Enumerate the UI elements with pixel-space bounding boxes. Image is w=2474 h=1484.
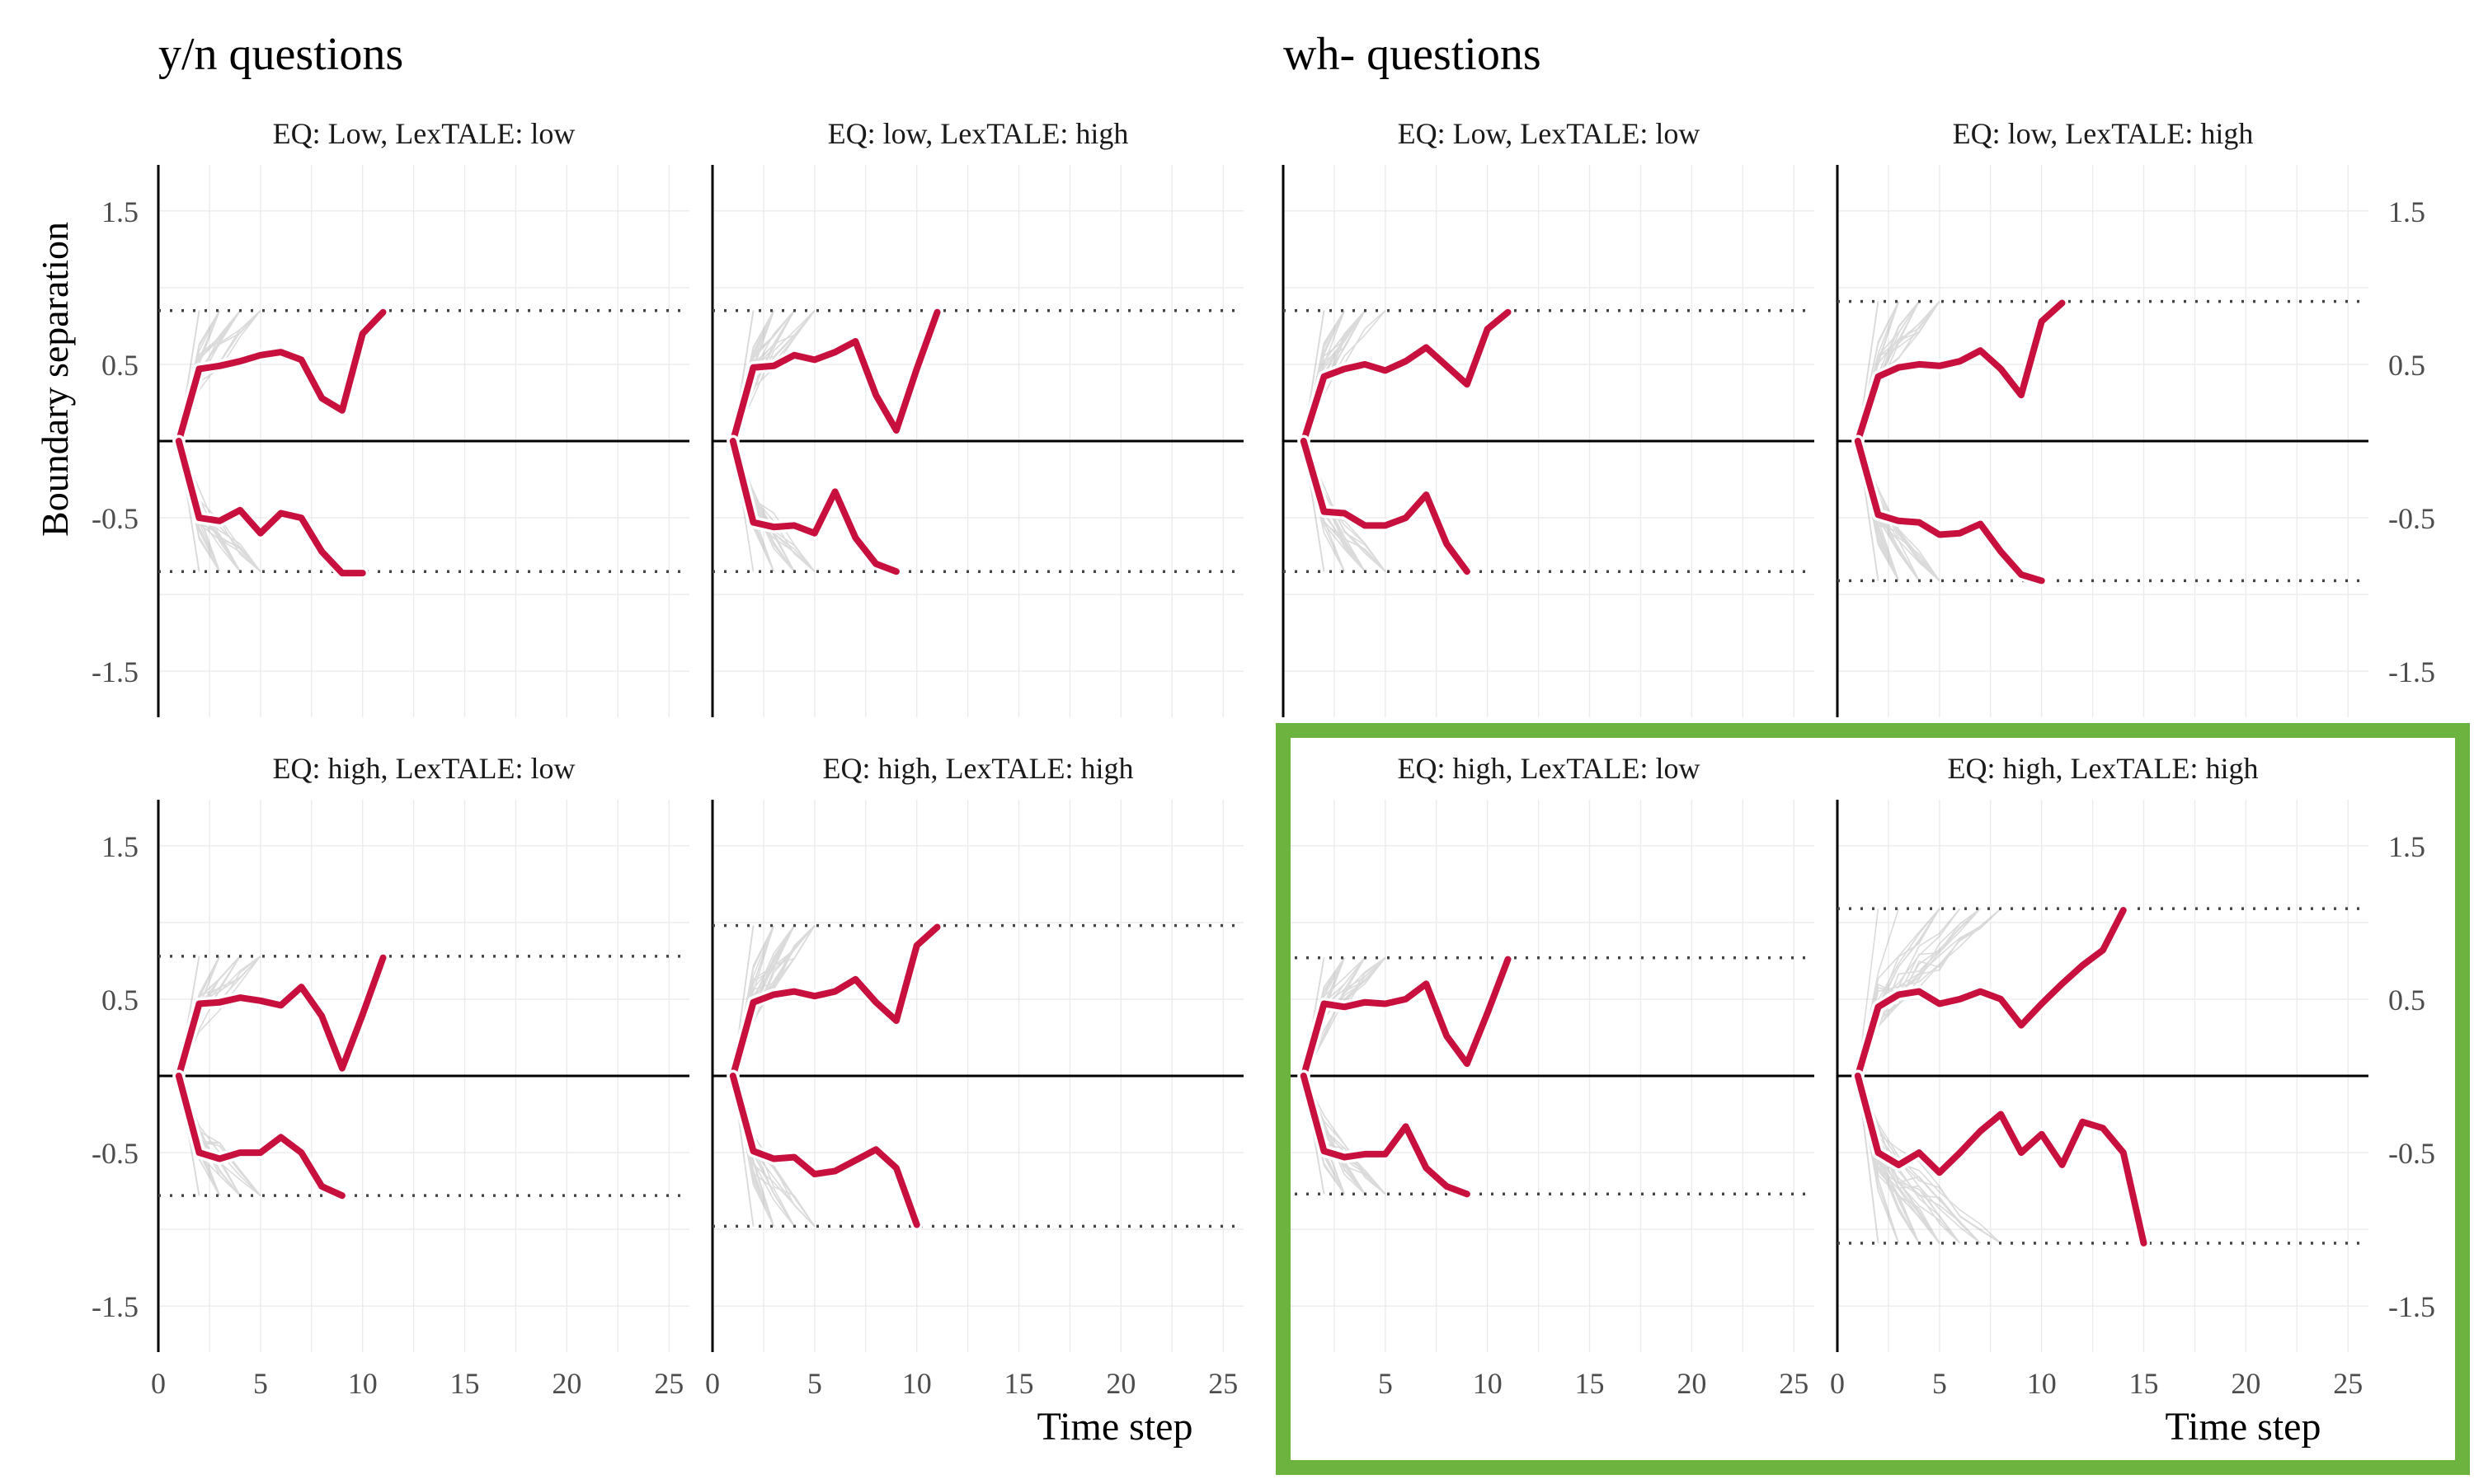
panel-8-x-tick-label: 15: [2129, 1367, 2159, 1400]
panel-2-upper-mean-path: [729, 308, 941, 444]
panel-7-x-tick-label: 20: [1677, 1367, 1706, 1400]
panel-2: EQ: low, LexTALE: high: [711, 117, 1244, 717]
panel-1-lower-mean-path: [175, 438, 366, 577]
panel-1-y-tick-label: 0.5: [101, 349, 139, 382]
y-axis-label: Boundary separation: [34, 222, 76, 537]
panel-8-trace: [1857, 1075, 2001, 1244]
panel-4-y-tick-label: 0.5: [2388, 349, 2425, 382]
highlight-box: [1276, 723, 2470, 1475]
panel-8-trace: [1857, 1075, 1981, 1244]
panel-7-lower-mean-path: [1300, 1073, 1470, 1198]
panel-8-trace: [1857, 1075, 2001, 1244]
panel-5-x-tick-label: 10: [348, 1367, 378, 1400]
panel-8-trace: [1857, 1075, 1981, 1244]
panel-8-lower-mean-path: [1854, 1073, 2147, 1247]
panel-5: EQ: high, LexTALE: low -1.5 -0.5 0.5 1.5 0 5 10…: [92, 752, 689, 1400]
panel-5-x-tick-label: 15: [450, 1367, 480, 1400]
panel-8-trace: [1857, 1075, 1981, 1244]
panel-7-upper-mean-path: [1300, 956, 1512, 1079]
panel-5-y-tick-label: 1.5: [101, 830, 139, 863]
x-axis-label-right: Time step: [2166, 1405, 2321, 1449]
panel-5-y-tick-label: -1.5: [92, 1290, 139, 1323]
panel-8-trace: [1857, 1075, 1981, 1244]
panel-7-trace: [1303, 1075, 1386, 1195]
panel-6-lower-mean-path: [729, 1073, 920, 1228]
panel-4-strip-label: EQ: low, LexTALE: high: [1953, 117, 2254, 150]
panel-7-x-tick-label: 25: [1779, 1367, 1808, 1400]
panel-1-upper-mean-path: [175, 308, 387, 444]
panel-7-strip-label: EQ: high, LexTALE: low: [1397, 752, 1700, 785]
panel-6-upper-mean-path: [729, 923, 941, 1079]
panel-8-x-tick-label: 5: [1932, 1367, 1947, 1400]
panel-6-strip-label: EQ: high, LexTALE: high: [822, 752, 1133, 785]
panel-8-trace: [1857, 908, 1981, 1077]
panel-3-upper-mean-path: [1300, 308, 1512, 444]
panel-8-y-tick-label: -0.5: [2388, 1137, 2435, 1170]
panel-8-x-tick-label: 0: [1830, 1367, 1845, 1400]
panel-7-x-tick-label: 5: [1378, 1367, 1393, 1400]
panel-6-x-tick-label: 25: [1208, 1367, 1238, 1400]
panel-5-lower-mean-path: [175, 1073, 346, 1200]
panel-8-trace: [1857, 908, 1981, 1077]
panel-7-trace: [1303, 957, 1386, 1077]
panel-8-y-tick-label: -1.5: [2388, 1290, 2435, 1323]
panel-8-trace: [1857, 1075, 2001, 1244]
panel-5-x-tick-label: 25: [654, 1367, 684, 1400]
panel-3-lower-mean-path: [1300, 438, 1470, 575]
panel-5-strip-label: EQ: high, LexTALE: low: [272, 752, 575, 785]
panel-8-y-tick-label: 1.5: [2388, 830, 2425, 863]
panel-1-y-tick-label: -0.5: [92, 502, 139, 535]
panel-6-x-tick-label: 20: [1106, 1367, 1136, 1400]
panel-7-x-tick-label: 15: [1575, 1367, 1605, 1400]
panel-5-y-tick-label: 0.5: [101, 984, 139, 1017]
panel-8-strip-label: EQ: high, LexTALE: high: [1947, 752, 2258, 785]
panel-8-y-tick-label: 0.5: [2388, 984, 2425, 1017]
x-axis-label-left: Time step: [1037, 1405, 1193, 1449]
panel-1-y-tick-label: 1.5: [101, 195, 139, 228]
panel-6-x-tick-label: 10: [902, 1367, 932, 1400]
panel-5-y-tick-label: -0.5: [92, 1137, 139, 1170]
panel-4-y-tick-label: -0.5: [2388, 502, 2435, 535]
panel-4-y-tick-label: 1.5: [2388, 195, 2425, 228]
group-title-wh: wh- questions: [1283, 29, 1541, 80]
panel-4-y-tick-label: -1.5: [2388, 655, 2435, 688]
panel-6-x-tick-label: 0: [705, 1367, 720, 1400]
panel-6-x-tick-label: 15: [1004, 1367, 1034, 1400]
panel-1: EQ: Low, LexTALE: low -1.5 -0.5 0.5 1.5: [92, 117, 689, 717]
panel-4: EQ: low, LexTALE: high -1.5 -0.5 0.5 1.5: [1836, 117, 2435, 717]
panel-7-x-tick-label: 10: [1473, 1367, 1503, 1400]
panel-6-x-tick-label: 5: [807, 1367, 822, 1400]
panel-6: EQ: high, LexTALE: high 0 5 10 15 20 25: [705, 752, 1244, 1400]
panel-5-upper-mean-path: [175, 954, 387, 1079]
panel-8-upper-mean-path: [1854, 907, 2127, 1079]
panel-8-x-tick-label: 25: [2333, 1367, 2363, 1400]
panel-3: EQ: Low, LexTALE: low: [1282, 117, 1814, 717]
panel-1-strip-label: EQ: Low, LexTALE: low: [273, 117, 576, 150]
panel-4-upper-mean-path: [1854, 299, 2066, 444]
panel-4-lower-mean-path: [1854, 438, 2045, 585]
panel-3-strip-label: EQ: Low, LexTALE: low: [1398, 117, 1700, 150]
panel-8-trace: [1857, 908, 2001, 1077]
facet-panels: EQ: Low, LexTALE: low-1.5-0.50.51.5EQ: l…: [92, 117, 2435, 1400]
panel-5-x-tick-label: 20: [552, 1367, 581, 1400]
panel-8-trace: [1857, 908, 2001, 1077]
panel-8: EQ: high, LexTALE: high -1.5 -0.5 0.5 1.5 0 5 1…: [1830, 752, 2435, 1400]
panel-5-x-tick-label: 0: [151, 1367, 166, 1400]
group-title-yn: y/n questions: [158, 29, 403, 80]
panel-5-x-tick-label: 5: [253, 1367, 268, 1400]
panel-8-x-tick-label: 20: [2231, 1367, 2260, 1400]
panel-2-strip-label: EQ: low, LexTALE: high: [828, 117, 1129, 150]
panel-2-lower-mean-path: [729, 438, 900, 575]
panel-8-x-tick-label: 10: [2027, 1367, 2057, 1400]
panel-1-y-tick-label: -1.5: [92, 655, 139, 688]
